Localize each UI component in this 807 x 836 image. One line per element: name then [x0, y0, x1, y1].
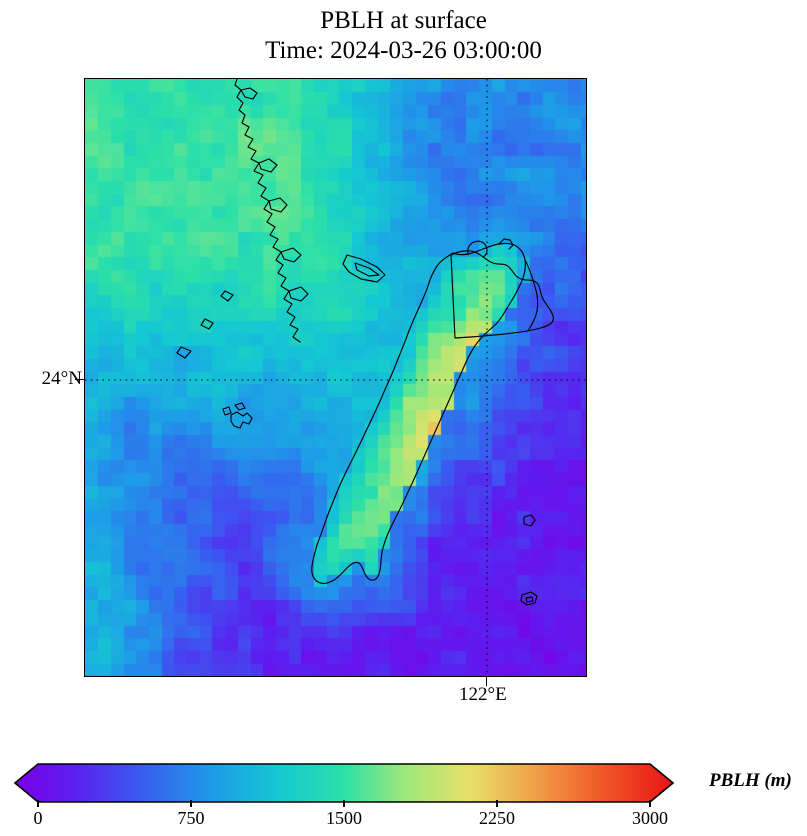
colorbar-tick-mark: [190, 800, 192, 807]
pblh-heatmap-raster: [85, 79, 586, 676]
coastline-overlay: [176, 79, 554, 606]
colorbar-tick-mark: [649, 800, 651, 807]
colorbar-tick-label: 3000: [632, 808, 668, 828]
figure-title: PBLH at surface Time: 2024-03-26 03:00:0…: [0, 6, 807, 65]
lon-tick-label-122E: 122°E: [459, 684, 507, 705]
taiwan-north-cape: [467, 240, 488, 258]
china-coast-inlet-b: [258, 158, 278, 173]
matsu-island-outline: [342, 254, 386, 283]
colorbar-body: [14, 763, 674, 803]
coast-islet-1: [200, 318, 214, 330]
colorbar-axis-label: PBLH (m): [709, 770, 792, 791]
penghu-island-north: [234, 402, 246, 411]
colorbar-tick-label: 750: [177, 808, 205, 828]
colorbar-tick-mark: [37, 800, 39, 807]
penghu-island-main: [230, 411, 253, 429]
lat-tick-label-24N: 24°N: [41, 368, 82, 389]
map-plot-area: [84, 78, 587, 677]
penghu-island-west: [222, 406, 232, 416]
green-island-outline: [523, 514, 536, 527]
china-coastline: [234, 79, 301, 343]
colorbar-gradient: [14, 763, 674, 803]
colorbar-tick-label: 0: [33, 808, 43, 828]
coast-islet-2: [176, 346, 192, 359]
colorbar-tick-mark: [343, 800, 345, 807]
title-line-variable: PBLH at surface: [320, 7, 487, 34]
colorbar: 0 750 1500 2250 3000 PBLH (m): [0, 762, 807, 836]
gridlines-overlay: [85, 79, 586, 676]
colorbar-tick-label: 1500: [326, 808, 362, 828]
lon-tick-mark-122E: [486, 677, 488, 686]
china-coast-inlet-c: [268, 197, 288, 213]
coast-islet-3: [220, 290, 234, 302]
china-coast-inlet-a: [240, 87, 258, 100]
lat-tick-mark-24N: [75, 379, 84, 381]
orchid-island-outline: [520, 591, 538, 606]
title-line-time: Time: 2024-03-26 03:00:00: [265, 36, 542, 64]
china-coast-inlet-e: [288, 286, 309, 302]
china-coast-inlet-d: [280, 247, 302, 263]
taiwan-outline-accurate: [311, 242, 526, 585]
taiwan-northeast-notch: [498, 238, 514, 250]
colorbar-tick-mark: [496, 800, 498, 807]
taiwan-east-coast-detail: [524, 259, 539, 332]
colorbar-tick-label: 2250: [479, 808, 515, 828]
orchid-island-detail: [525, 596, 534, 603]
matsu-island-detail: [354, 262, 380, 277]
colorbar-tick-group: 0 750 1500 2250 3000: [0, 800, 807, 836]
